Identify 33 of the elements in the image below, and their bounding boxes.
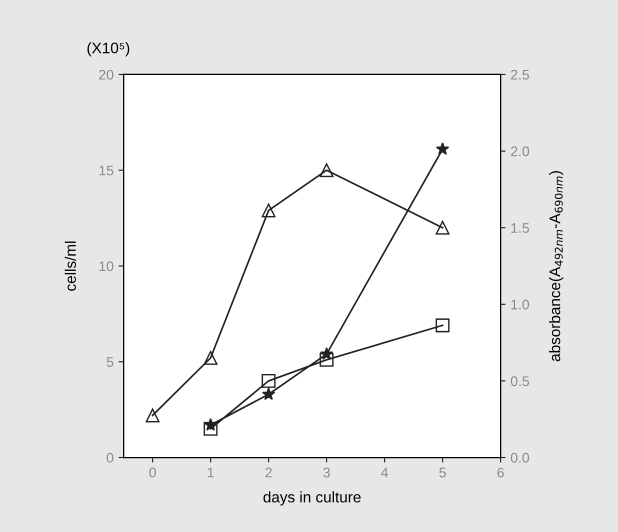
- x-axis-title: days in culture: [263, 491, 361, 506]
- x-tick-label: 0: [149, 468, 156, 478]
- point: [436, 142, 450, 155]
- y2-tick-label: 1.0: [511, 300, 530, 310]
- x-tick-label: 3: [323, 468, 330, 478]
- point: [262, 387, 276, 400]
- x-tick-label: 1: [208, 468, 214, 478]
- y2-tick-label: 2.5: [511, 70, 530, 80]
- y-tick-label: 20: [99, 70, 114, 80]
- y-tick-label: 5: [106, 357, 114, 367]
- point: [320, 352, 334, 367]
- x-tick-label: 6: [497, 468, 504, 478]
- y2-tick-label: 0.5: [510, 376, 530, 386]
- point: [436, 318, 450, 332]
- x-tick-label: 5: [439, 468, 446, 478]
- y2-axis-title: absorbance(A$_{492nm}$-A$_{690nm}$): [549, 171, 564, 362]
- x-tick-label: 4: [381, 468, 388, 478]
- point: [262, 374, 276, 388]
- point: [204, 422, 218, 436]
- y2-tick-label: 1.5: [511, 223, 530, 233]
- y-tick-label: 0: [106, 452, 114, 463]
- text: (X10⁵): [87, 42, 130, 56]
- x-tick-label: 2: [265, 468, 272, 478]
- point: [146, 408, 160, 422]
- y2-tick-label: 2.0: [511, 146, 530, 156]
- y-tick-label: 15: [99, 166, 114, 176]
- y-axis-title: cells/ml: [64, 242, 76, 291]
- point: [204, 350, 218, 365]
- y-tick-label: 10: [99, 261, 114, 272]
- y2-tick-label: 0.0: [510, 452, 530, 463]
- point: [320, 163, 334, 178]
- point: [262, 204, 276, 218]
- point: [436, 220, 450, 235]
